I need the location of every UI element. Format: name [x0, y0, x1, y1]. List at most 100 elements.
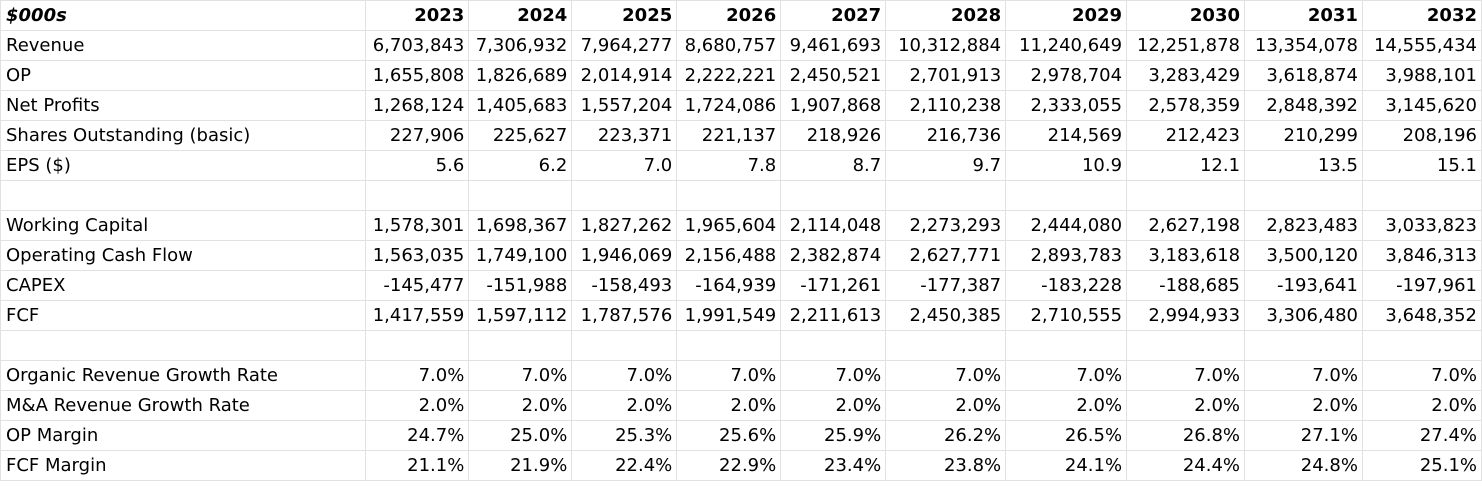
value-cell[interactable]: 15.1 [1361, 150, 1482, 181]
value-cell[interactable] [885, 330, 1007, 361]
value-cell[interactable]: 1,578,301 [365, 210, 470, 241]
value-cell[interactable]: -183,228 [1005, 270, 1128, 301]
value-cell[interactable] [780, 180, 887, 211]
value-cell[interactable]: 2,893,783 [1005, 240, 1128, 271]
value-cell[interactable] [1361, 330, 1482, 361]
year-header-cell[interactable]: 2032 [1361, 0, 1482, 31]
row-label-cell[interactable] [0, 330, 367, 361]
value-cell[interactable]: 2.0% [780, 390, 887, 421]
row-label-cell[interactable]: FCF [0, 300, 367, 331]
value-cell[interactable]: 24.4% [1126, 450, 1246, 481]
value-cell[interactable]: 3,500,120 [1244, 240, 1363, 271]
value-cell[interactable]: 1,655,808 [365, 60, 470, 91]
value-cell[interactable]: 2.0% [571, 390, 678, 421]
value-cell[interactable]: 25.3% [571, 420, 678, 451]
value-cell[interactable]: 3,183,618 [1126, 240, 1246, 271]
value-cell[interactable]: 22.4% [571, 450, 678, 481]
value-cell[interactable]: 3,988,101 [1361, 60, 1482, 91]
value-cell[interactable]: -177,387 [885, 270, 1007, 301]
value-cell[interactable]: 7.0 [571, 150, 678, 181]
value-cell[interactable]: 2,450,521 [780, 60, 887, 91]
value-cell[interactable]: 2.0% [365, 390, 470, 421]
row-label-cell[interactable]: Revenue [0, 30, 367, 61]
value-cell[interactable]: 7.0% [676, 360, 782, 391]
value-cell[interactable]: 2,627,771 [885, 240, 1007, 271]
row-label-cell[interactable]: Shares Outstanding (basic) [0, 120, 367, 151]
value-cell[interactable]: 2.0% [1005, 390, 1128, 421]
unit-cell[interactable]: $000s [0, 0, 367, 31]
value-cell[interactable]: 25.0% [468, 420, 573, 451]
value-cell[interactable]: 2,014,914 [571, 60, 678, 91]
value-cell[interactable]: -193,641 [1244, 270, 1363, 301]
value-cell[interactable]: 7.0% [780, 360, 887, 391]
value-cell[interactable] [676, 330, 782, 361]
value-cell[interactable]: 214,569 [1005, 120, 1128, 151]
value-cell[interactable]: 221,137 [676, 120, 782, 151]
value-cell[interactable]: 1,991,549 [676, 300, 782, 331]
value-cell[interactable]: 3,033,823 [1361, 210, 1482, 241]
value-cell[interactable]: 3,145,620 [1361, 90, 1482, 121]
value-cell[interactable]: 25.6% [676, 420, 782, 451]
value-cell[interactable] [1361, 180, 1482, 211]
value-cell[interactable]: 2,156,488 [676, 240, 782, 271]
year-header-cell[interactable]: 2028 [885, 0, 1007, 31]
value-cell[interactable]: 9.7 [885, 150, 1007, 181]
value-cell[interactable] [1126, 330, 1246, 361]
value-cell[interactable] [780, 330, 887, 361]
year-header-cell[interactable]: 2029 [1005, 0, 1128, 31]
value-cell[interactable]: 23.4% [780, 450, 887, 481]
value-cell[interactable] [365, 330, 470, 361]
value-cell[interactable]: 7.0% [571, 360, 678, 391]
value-cell[interactable]: 10.9 [1005, 150, 1128, 181]
value-cell[interactable]: 3,648,352 [1361, 300, 1482, 331]
value-cell[interactable]: 7.0% [365, 360, 470, 391]
value-cell[interactable]: -145,477 [365, 270, 470, 301]
year-header-cell[interactable]: 2027 [780, 0, 887, 31]
value-cell[interactable]: 223,371 [571, 120, 678, 151]
value-cell[interactable]: 210,299 [1244, 120, 1363, 151]
value-cell[interactable] [885, 180, 1007, 211]
value-cell[interactable]: 1,787,576 [571, 300, 678, 331]
value-cell[interactable]: 1,563,035 [365, 240, 470, 271]
value-cell[interactable]: 1,597,112 [468, 300, 573, 331]
row-label-cell[interactable]: Working Capital [0, 210, 367, 241]
value-cell[interactable]: 1,268,124 [365, 90, 470, 121]
value-cell[interactable]: 10,312,884 [885, 30, 1007, 61]
value-cell[interactable]: 225,627 [468, 120, 573, 151]
value-cell[interactable]: 1,698,367 [468, 210, 573, 241]
row-label-cell[interactable]: Operating Cash Flow [0, 240, 367, 271]
year-header-cell[interactable]: 2031 [1244, 0, 1363, 31]
value-cell[interactable]: 3,618,874 [1244, 60, 1363, 91]
value-cell[interactable]: 1,749,100 [468, 240, 573, 271]
value-cell[interactable]: 2.0% [468, 390, 573, 421]
value-cell[interactable] [571, 330, 678, 361]
year-header-cell[interactable]: 2026 [676, 0, 782, 31]
value-cell[interactable]: 2,994,933 [1126, 300, 1246, 331]
value-cell[interactable] [1244, 180, 1363, 211]
value-cell[interactable]: 11,240,649 [1005, 30, 1128, 61]
value-cell[interactable]: 2,222,221 [676, 60, 782, 91]
value-cell[interactable] [1126, 180, 1246, 211]
value-cell[interactable]: 2,211,613 [780, 300, 887, 331]
value-cell[interactable]: 212,423 [1126, 120, 1246, 151]
value-cell[interactable] [1005, 330, 1128, 361]
value-cell[interactable]: 7.0% [468, 360, 573, 391]
value-cell[interactable]: 2,450,385 [885, 300, 1007, 331]
value-cell[interactable]: 2.0% [885, 390, 1007, 421]
value-cell[interactable]: -188,685 [1126, 270, 1246, 301]
value-cell[interactable]: 12,251,878 [1126, 30, 1246, 61]
value-cell[interactable]: 8,680,757 [676, 30, 782, 61]
value-cell[interactable]: 23.8% [885, 450, 1007, 481]
value-cell[interactable] [1005, 180, 1128, 211]
value-cell[interactable]: 21.9% [468, 450, 573, 481]
value-cell[interactable]: 26.2% [885, 420, 1007, 451]
value-cell[interactable]: 2,978,704 [1005, 60, 1128, 91]
value-cell[interactable]: -151,988 [468, 270, 573, 301]
value-cell[interactable]: 27.4% [1361, 420, 1482, 451]
value-cell[interactable]: 2,823,483 [1244, 210, 1363, 241]
row-label-cell[interactable]: OP Margin [0, 420, 367, 451]
value-cell[interactable]: 2,627,198 [1126, 210, 1246, 241]
value-cell[interactable]: 7.0% [885, 360, 1007, 391]
value-cell[interactable]: 2.0% [676, 390, 782, 421]
value-cell[interactable]: 25.1% [1361, 450, 1482, 481]
